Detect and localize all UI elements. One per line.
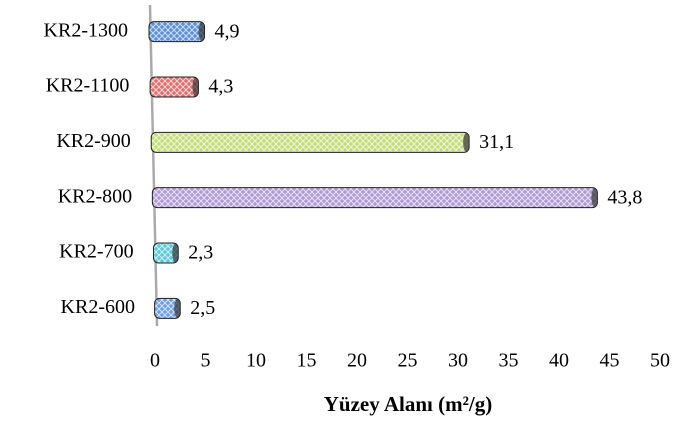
bar-cap <box>192 78 199 96</box>
y-tick-label: KR2-900 <box>56 130 130 152</box>
x-axis-title: Yüzey Alanı (m²/g) <box>324 392 492 416</box>
x-tick-label: 40 <box>549 350 569 372</box>
bar <box>148 21 205 43</box>
x-tick-label: 10 <box>246 350 266 372</box>
x-tick-label: 30 <box>448 350 468 372</box>
y-tick-label: KR2-600 <box>61 296 135 318</box>
x-tick-label: 5 <box>201 350 211 372</box>
x-tick-label: 25 <box>398 350 418 372</box>
value-label: 2,5 <box>190 297 215 319</box>
value-label: 2,3 <box>188 242 213 264</box>
value-label: 43,8 <box>607 186 642 208</box>
bar-cap <box>198 22 205 41</box>
bar <box>150 131 470 153</box>
y-tick-label: KR2-1300 <box>44 19 128 41</box>
x-tick-label: 45 <box>600 350 620 372</box>
y-tick-label: KR2-700 <box>59 241 133 263</box>
y-tick-label: KR2-800 <box>58 185 132 207</box>
x-tick-label: 20 <box>347 350 367 372</box>
bar-cap <box>174 299 181 318</box>
x-tick-label: 50 <box>650 350 670 372</box>
value-label: 4,3 <box>208 76 233 98</box>
x-tick-label: 35 <box>499 350 519 372</box>
x-tick-label: 0 <box>150 350 160 372</box>
bar-cap <box>463 133 470 152</box>
value-label: 4,9 <box>214 20 239 42</box>
bar <box>151 187 598 209</box>
x-tick-label: 15 <box>297 350 317 372</box>
bar-cap <box>591 188 598 207</box>
y-tick-label: KR2-1100 <box>46 75 130 97</box>
bar-cap <box>172 244 179 262</box>
bar <box>149 76 199 98</box>
value-label: 31,1 <box>479 131 514 153</box>
y-axis-line <box>148 4 159 327</box>
